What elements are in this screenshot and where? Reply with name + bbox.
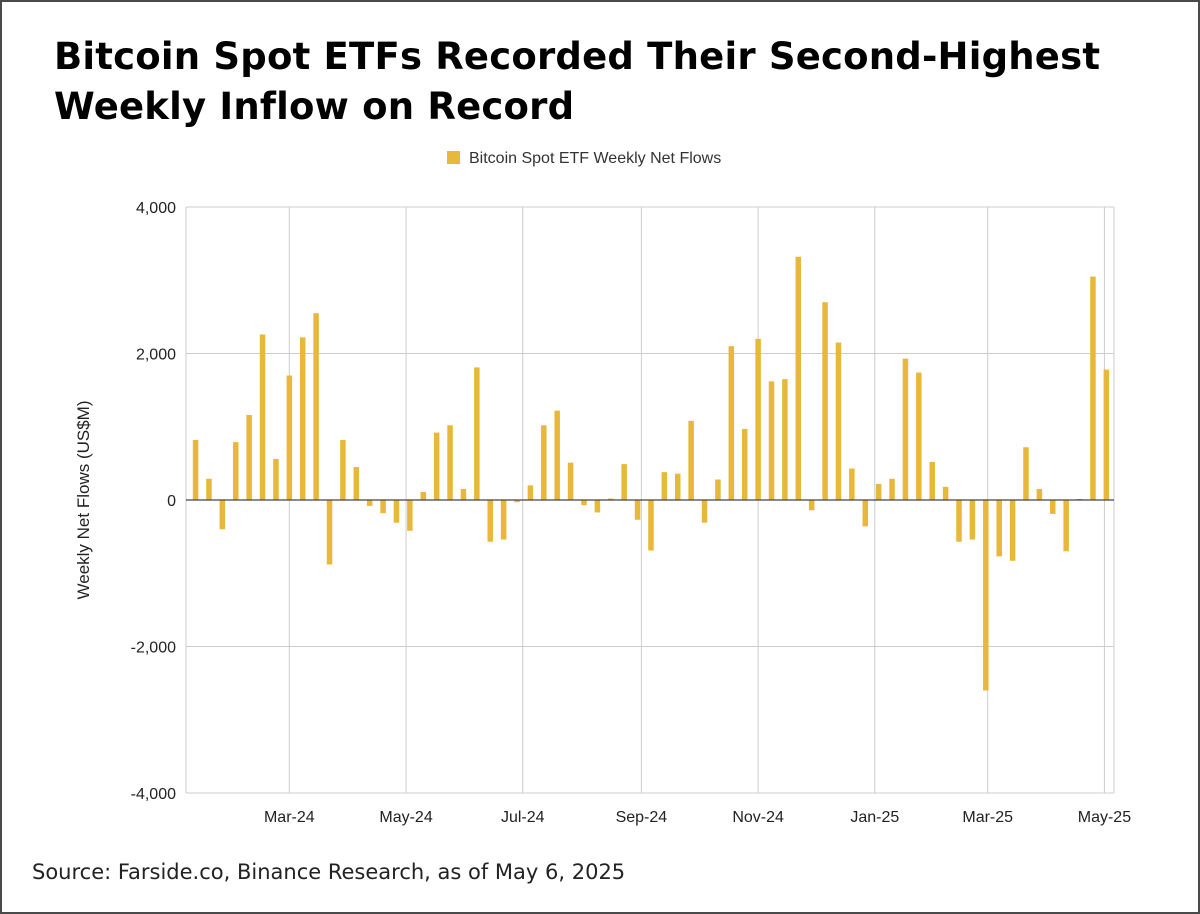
bar [688,420,694,500]
bar [514,500,520,503]
bar [541,425,547,500]
axis-layer: -4,000 -2,000 0 2,000 4,000 Mar-24 May-24 Jul-2… [131,200,1132,826]
bar [527,485,534,500]
bar [808,500,815,511]
bar [1009,500,1016,561]
bar [902,358,909,500]
legend-swatch [447,151,460,164]
bar [340,439,346,500]
bar [795,256,802,500]
bar [353,467,360,500]
y-tick-label: 0 [167,493,176,510]
y-tick-label: 2,000 [136,347,176,364]
bar [755,338,761,500]
bar [567,462,574,500]
x-tick-label: May-24 [379,809,432,826]
bar [460,489,467,500]
bar [554,410,560,500]
bar [648,500,654,551]
bar [192,439,199,500]
source-note: Source: Farside.co, Binance Research, as… [32,860,626,884]
bar [326,500,333,565]
bar [782,379,788,500]
bar [420,491,427,500]
x-tick-label: Jan-25 [850,809,899,826]
bar [474,367,480,500]
bar [581,500,587,506]
bar [1023,447,1029,500]
bar [942,486,949,500]
bar [849,468,855,500]
bar [608,498,614,500]
bar [929,461,935,500]
y-axis-label: Weekly Net Flows (US$M) [74,401,93,600]
bar [299,337,306,500]
bar [433,432,440,500]
bar [621,464,627,500]
chart-title: Bitcoin Spot ETFs Recorded Their Second-… [54,35,1101,128]
bar [1063,500,1069,552]
bar [674,473,681,500]
bar [661,472,668,500]
bar [594,500,601,513]
bar [741,428,748,500]
bars-layer [192,256,1110,691]
bar [889,478,895,500]
x-tick-label: Sep-24 [616,809,668,826]
y-tick-label: 4,000 [136,200,176,217]
bar [634,500,641,520]
bar [822,302,828,500]
bar [393,500,400,523]
bar [996,500,1002,557]
bar [500,500,507,540]
legend-label: Bitcoin Spot ETF Weekly Net Flows [469,150,721,167]
bar [956,500,962,542]
bar [380,500,386,514]
bar [1090,276,1096,500]
bar [219,500,226,530]
bar [916,372,922,500]
y-tick-label: -2,000 [131,640,176,657]
bar [487,500,493,542]
x-tick-label: May-25 [1078,809,1131,826]
bar [768,381,775,500]
bar [862,500,869,527]
bar [233,442,239,500]
bar [273,458,279,500]
bar [447,425,453,500]
bar [1050,500,1056,514]
bar [407,500,413,531]
bar [366,500,373,506]
bar [246,415,252,500]
x-tick-label: Jul-24 [501,809,545,826]
bar [1103,369,1110,500]
x-tick-label: Mar-25 [962,809,1013,826]
bar [835,342,842,500]
bar [1036,489,1043,500]
y-tick-label: -4,000 [131,786,176,803]
bar [286,375,293,500]
bar [206,478,212,500]
x-tick-label: Mar-24 [264,809,315,826]
bar [715,479,721,500]
legend: Bitcoin Spot ETF Weekly Net Flows [447,150,721,167]
bar [969,500,976,540]
bar [313,313,319,500]
bar [701,500,708,523]
x-tick-label: Nov-24 [732,809,784,826]
bar [728,346,735,500]
bar [259,334,266,500]
bar [875,483,882,500]
bar [983,500,989,691]
